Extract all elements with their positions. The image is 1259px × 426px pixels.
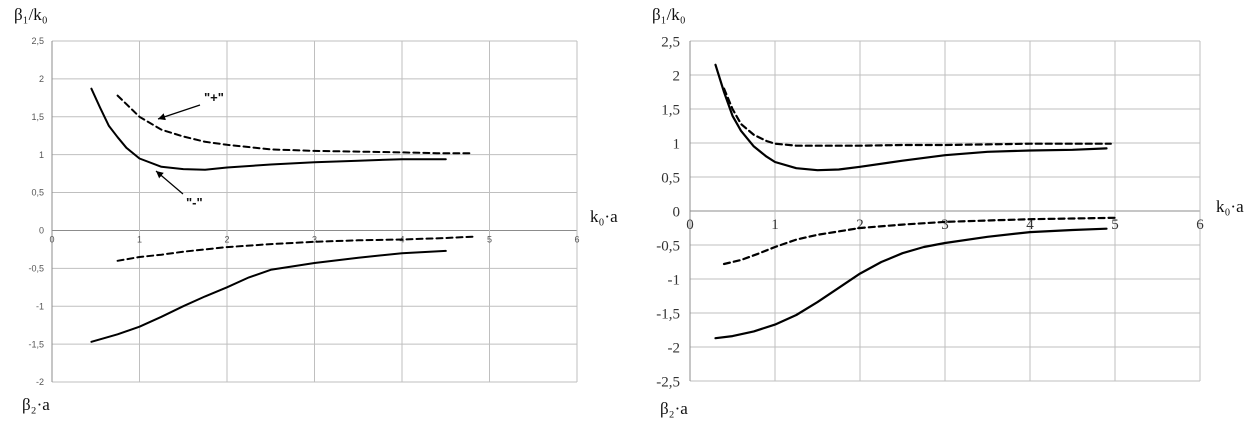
right-y-tick-label: 2 <box>673 68 681 84</box>
right-x-axis-label: k₀·a <box>1216 197 1244 216</box>
right-y-axis-label-top: β₁/k₀ <box>652 5 686 24</box>
right-x-tick-label: 6 <box>1196 217 1204 233</box>
right-y-tick-label: 0,5 <box>661 170 680 186</box>
right-x-tick-label: 5 <box>1111 217 1119 233</box>
left-x-tick-label: 3 <box>312 234 317 244</box>
left-y-tick-label: -2 <box>36 377 44 387</box>
right-y-tick-label: -1,5 <box>656 306 680 322</box>
right-series-1-line <box>714 63 1108 172</box>
left-x-tick-label: 2 <box>224 234 229 244</box>
right-series-0-line <box>722 87 1112 147</box>
right-y-tick-label: -2 <box>668 340 681 356</box>
right-y-axis-label-bottom: β₂·a <box>660 399 688 418</box>
left-y-tick-label: 1,5 <box>31 112 44 122</box>
right-y-tick-label: -2,5 <box>656 374 680 390</box>
right-x-tick-label: 3 <box>941 217 949 233</box>
right-x-tick-label: 0 <box>686 217 694 233</box>
right-x-tick-label: 4 <box>1026 217 1034 233</box>
left-series-0-line <box>116 94 473 155</box>
left-annotation-arrow <box>157 104 201 121</box>
right-x-tick-label: 1 <box>771 217 779 233</box>
left-y-tick-label: 0,5 <box>31 188 44 198</box>
left-x-tick-label: 5 <box>487 234 492 244</box>
left-x-tick-label: 1 <box>137 234 142 244</box>
right-y-tick-label: -0,5 <box>656 238 680 254</box>
left-y-axis-label-top: β₁/k₀ <box>14 5 48 24</box>
right-series-3-line <box>714 227 1108 340</box>
left-x-axis-label: k₀·a <box>590 207 618 226</box>
left-series-2-line <box>116 235 478 262</box>
right-x-tick-label: 2 <box>856 217 864 233</box>
left-y-tick-label: 0 <box>39 226 44 236</box>
left-chart: 2,521,510,50-0,5-1-1,5-20 1 2 3 4 5 6β₁/k₀β₂·a… <box>14 5 618 414</box>
left-y-tick-label: 2,5 <box>31 36 44 46</box>
right-y-tick-label: 2,5 <box>661 34 680 50</box>
left-annotation-arrow <box>155 170 184 195</box>
left-y-tick-label: -1 <box>36 301 44 311</box>
left-y-axis-label-bottom: β₂·a <box>22 395 50 414</box>
left-annotation-label: "+" <box>204 90 224 105</box>
right-series-2-line <box>722 216 1117 266</box>
left-annotation-label: "-" <box>186 195 203 210</box>
right-y-tick-label: -1 <box>668 272 681 288</box>
left-y-tick-label: 1 <box>39 150 44 160</box>
left-y-tick-label: -1,5 <box>28 339 44 349</box>
right-y-tick-label: 1,5 <box>661 102 680 118</box>
left-y-tick-label: -0,5 <box>28 263 44 273</box>
left-x-tick-label: 6 <box>574 234 579 244</box>
left-y-tick-label: 2 <box>39 74 44 84</box>
left-series-3-line <box>90 249 447 343</box>
left-x-tick-label: 0 <box>49 234 54 244</box>
right-y-tick-label: 0 <box>673 204 681 220</box>
right-y-tick-label: 1 <box>673 136 681 152</box>
left-series-1-line <box>90 87 447 171</box>
